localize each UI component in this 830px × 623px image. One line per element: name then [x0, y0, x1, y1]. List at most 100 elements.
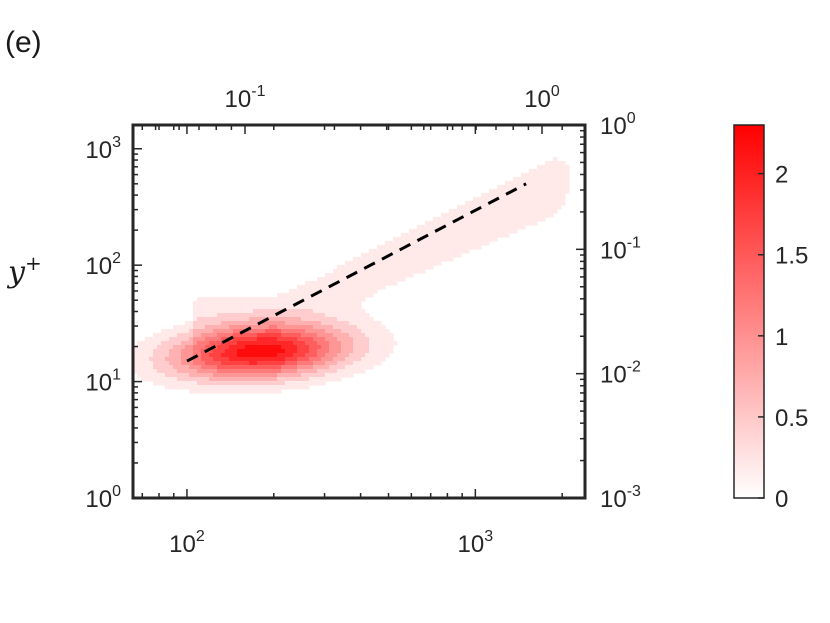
contour-cell [305, 321, 310, 326]
contour-cell [293, 333, 298, 338]
contour-cell [325, 289, 330, 294]
contour-cell [353, 289, 358, 294]
contour-cell [321, 361, 326, 366]
contour-cell [225, 313, 230, 318]
contour-cell [289, 301, 294, 306]
contour-cell [177, 369, 182, 374]
contour-cell [369, 337, 374, 342]
contour-cell [165, 385, 170, 390]
contour-cell [193, 377, 198, 382]
contour-cell [349, 285, 354, 290]
contour-cell [149, 353, 154, 358]
contour-cell [173, 385, 178, 390]
contour-cell [277, 349, 282, 354]
contour-cell [149, 369, 154, 374]
contour-cell [381, 349, 386, 354]
contour-cell [405, 241, 410, 246]
contour-cell [257, 365, 262, 370]
contour-cell [133, 353, 138, 358]
contour-cell [217, 373, 222, 378]
contour-cell [445, 249, 450, 254]
contour-cell [153, 341, 158, 346]
contour-cell [337, 269, 342, 274]
contour-cell [197, 345, 202, 350]
contour-cell [185, 365, 190, 370]
contour-cell [441, 237, 446, 242]
contour-cell [297, 373, 302, 378]
contour-cell [213, 357, 218, 362]
contour-cell [277, 313, 282, 318]
contour-cell [169, 329, 174, 334]
contour-cell [249, 365, 254, 370]
contour-cell [345, 309, 350, 314]
contour-cell [245, 385, 250, 390]
contour-cell [549, 201, 554, 206]
contour-cell [457, 237, 462, 242]
contour-cell [253, 313, 258, 318]
contour-cell [493, 233, 498, 238]
contour-cell [521, 189, 526, 194]
contour-cell [369, 365, 374, 370]
contour-cell [289, 313, 294, 318]
contour-cell [453, 229, 458, 234]
contour-cell [549, 161, 554, 166]
contour-cell [357, 285, 362, 290]
contour-cell [257, 317, 262, 322]
contour-cell [465, 229, 470, 234]
contour-cell [529, 221, 534, 226]
contour-cell [145, 357, 150, 362]
contour-cell [405, 273, 410, 278]
contour-cell [309, 289, 314, 294]
contour-cell [373, 345, 378, 350]
contour-cell [389, 273, 394, 278]
contour-cell [337, 301, 342, 306]
contour-cell [489, 209, 494, 214]
contour-cell [549, 189, 554, 194]
contour-cell [373, 333, 378, 338]
contour-cell [533, 181, 538, 186]
contour-cell [437, 253, 442, 258]
contour-cell [237, 353, 242, 358]
contour-cell [281, 321, 286, 326]
contour-cell [357, 281, 362, 286]
contour-cell [381, 261, 386, 266]
contour-cell [505, 209, 510, 214]
contour-cell [321, 289, 326, 294]
contour-cell [201, 349, 206, 354]
contour-cell [329, 325, 334, 330]
contour-cell [185, 377, 190, 382]
contour-cell [501, 197, 506, 202]
contour-cell [377, 325, 382, 330]
contour-cell [221, 309, 226, 314]
contour-cell [193, 321, 198, 326]
contour-cell [181, 357, 186, 362]
contour-cell [537, 213, 542, 218]
contour-cell [237, 313, 242, 318]
contour-cell [325, 337, 330, 342]
contour-cell [261, 309, 266, 314]
contour-cell [525, 221, 530, 226]
contour-cell [361, 329, 366, 334]
contour-cell [473, 197, 478, 202]
contour-cell [213, 321, 218, 326]
contour-cell [277, 293, 282, 298]
contour-cell [161, 349, 166, 354]
contour-cell [377, 357, 382, 362]
contour-cell [449, 249, 454, 254]
contour-cell [277, 353, 282, 358]
contour-cell [181, 369, 186, 374]
contour-cell [533, 185, 538, 190]
contour-cell [305, 341, 310, 346]
contour-cell [217, 389, 222, 394]
contour-cell [205, 345, 210, 350]
contour-cell [321, 313, 326, 318]
contour-cell [313, 325, 318, 330]
contour-cell [425, 229, 430, 234]
contour-cell [313, 353, 318, 358]
contour-cell [349, 313, 354, 318]
contour-cell [393, 241, 398, 246]
contour-cell [257, 325, 262, 330]
contour-cell [301, 381, 306, 386]
contour-cell [353, 297, 358, 302]
contour-cell [457, 253, 462, 258]
